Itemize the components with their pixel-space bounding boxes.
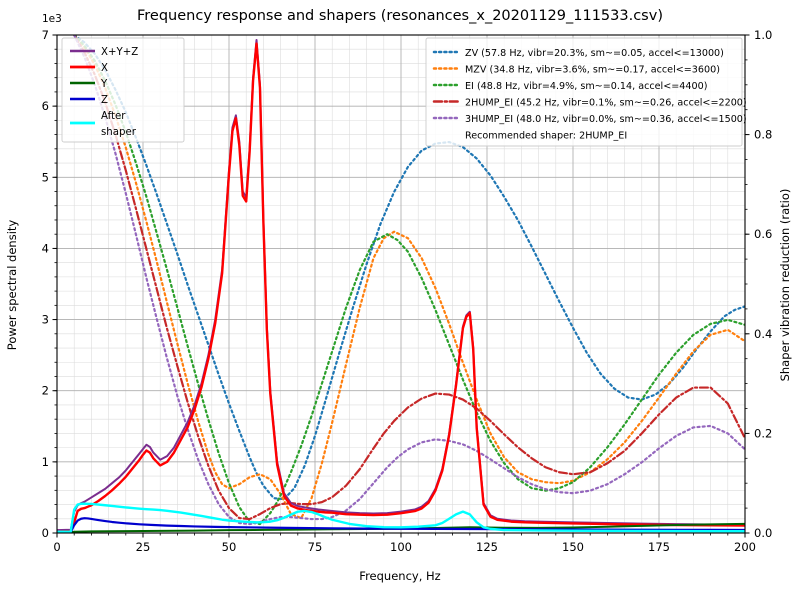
x-tick-label: 150 [562, 540, 584, 554]
legend-label-z[interactable]: Z [101, 95, 108, 106]
x-tick-label: 75 [308, 540, 323, 554]
legend-shapers-box [425, 37, 743, 147]
axis-ticks [52, 34, 750, 538]
y2-tick-label: 0.0 [754, 526, 772, 540]
y-tick-label: 0 [42, 526, 49, 540]
y2-tick-label: 0.2 [754, 426, 772, 440]
legend-label-ei[interactable]: EI (48.8 Hz, vibr=4.9%, sm~=0.14, accel<… [465, 81, 707, 92]
legend-psd[interactable]: X+Y+Z XYZ After shaper [61, 37, 185, 143]
plot-curves [57, 35, 745, 533]
legend-label-after-shaper[interactable]: shaper [101, 127, 137, 138]
legend-label-x[interactable]: X [101, 63, 108, 74]
y2-tick-label: 0.8 [754, 128, 772, 142]
y-tick-label: 3 [42, 313, 49, 327]
x-axis-label: Frequency, Hz [359, 569, 440, 583]
shaper-curve-2hump_ei [73, 35, 745, 521]
x-tick-label: 100 [390, 540, 412, 554]
axis-tick-labels: 0 25 50 75 100 125 150 175 200 0 1 2 3 4 5 6 7 0.0 0.2 0.4 0… [42, 28, 773, 554]
y-tick-label: 1 [42, 455, 49, 469]
x-tick-label: 50 [222, 540, 237, 554]
legend-psd-box [61, 37, 185, 143]
x-tick-label: 0 [53, 540, 60, 554]
legend-label-after-shaper[interactable]: After [101, 111, 126, 122]
y2-tick-label: 0.6 [754, 227, 772, 241]
y-tick-label: 7 [42, 28, 49, 42]
y-axis-offset-text: 1e3 [42, 13, 62, 25]
legend-label-2hump_ei[interactable]: 2HUMP_EI (45.2 Hz, vibr=0.1%, sm~=0.26, … [465, 98, 747, 109]
psd-curve-after-shaper [57, 502, 745, 533]
y2-tick-label: 1.0 [754, 28, 772, 42]
legend-label-zv[interactable]: ZV (57.8 Hz, vibr=20.3%, sm~=0.05, accel… [465, 48, 724, 59]
shaper-curve-3hump_ei [73, 35, 745, 526]
y-tick-label: 4 [42, 241, 49, 255]
y-tick-label: 2 [42, 384, 49, 398]
y2-tick-label: 0.4 [754, 327, 772, 341]
recommended-shaper-note: Recommended shaper: 2HUMP_EI [465, 131, 627, 142]
legend-shapers[interactable]: ZV (57.8 Hz, vibr=20.3%, sm~=0.05, accel… [425, 37, 747, 147]
y-tick-label: 5 [42, 170, 49, 184]
secondary-y-axis-label: Shaper vibration reduction (ratio) [778, 189, 792, 382]
shaper-curve-ei [73, 35, 745, 526]
page-title: Frequency response and shapers (resonanc… [137, 8, 663, 24]
x-tick-label: 25 [136, 540, 151, 554]
x-tick-label: 125 [476, 540, 498, 554]
legend-label-y[interactable]: Y [100, 79, 108, 90]
legend-label-x-y-z[interactable]: X+Y+Z [101, 47, 138, 58]
psd-curve-x [57, 42, 745, 533]
shaper-curve-zv [73, 35, 745, 501]
x-tick-label: 175 [648, 540, 670, 554]
legend-label-3hump_ei[interactable]: 3HUMP_EI (48.0 Hz, vibr=0.0%, sm~=0.36, … [465, 114, 747, 125]
legend-label-mzv[interactable]: MZV (34.8 Hz, vibr=3.6%, sm~=0.17, accel… [465, 65, 720, 76]
x-tick-label: 200 [734, 540, 756, 554]
y-axis-label: Power spectral density [5, 220, 19, 351]
y-tick-label: 6 [42, 99, 49, 113]
